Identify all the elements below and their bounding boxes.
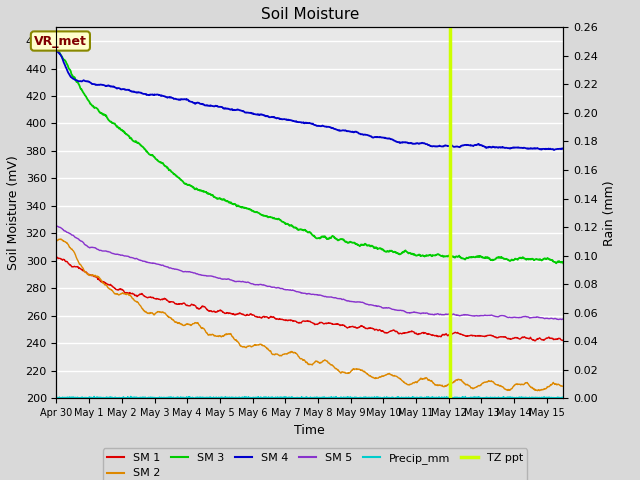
X-axis label: Time: Time <box>294 424 325 437</box>
Y-axis label: Soil Moisture (mV): Soil Moisture (mV) <box>7 156 20 270</box>
Text: VR_met: VR_met <box>34 35 87 48</box>
Y-axis label: Rain (mm): Rain (mm) <box>604 180 616 246</box>
Legend: SM 1, SM 2, SM 3, SM 4, SM 5, Precip_mm, TZ ppt: SM 1, SM 2, SM 3, SM 4, SM 5, Precip_mm,… <box>102 448 527 480</box>
Title: Soil Moisture: Soil Moisture <box>260 7 359 22</box>
